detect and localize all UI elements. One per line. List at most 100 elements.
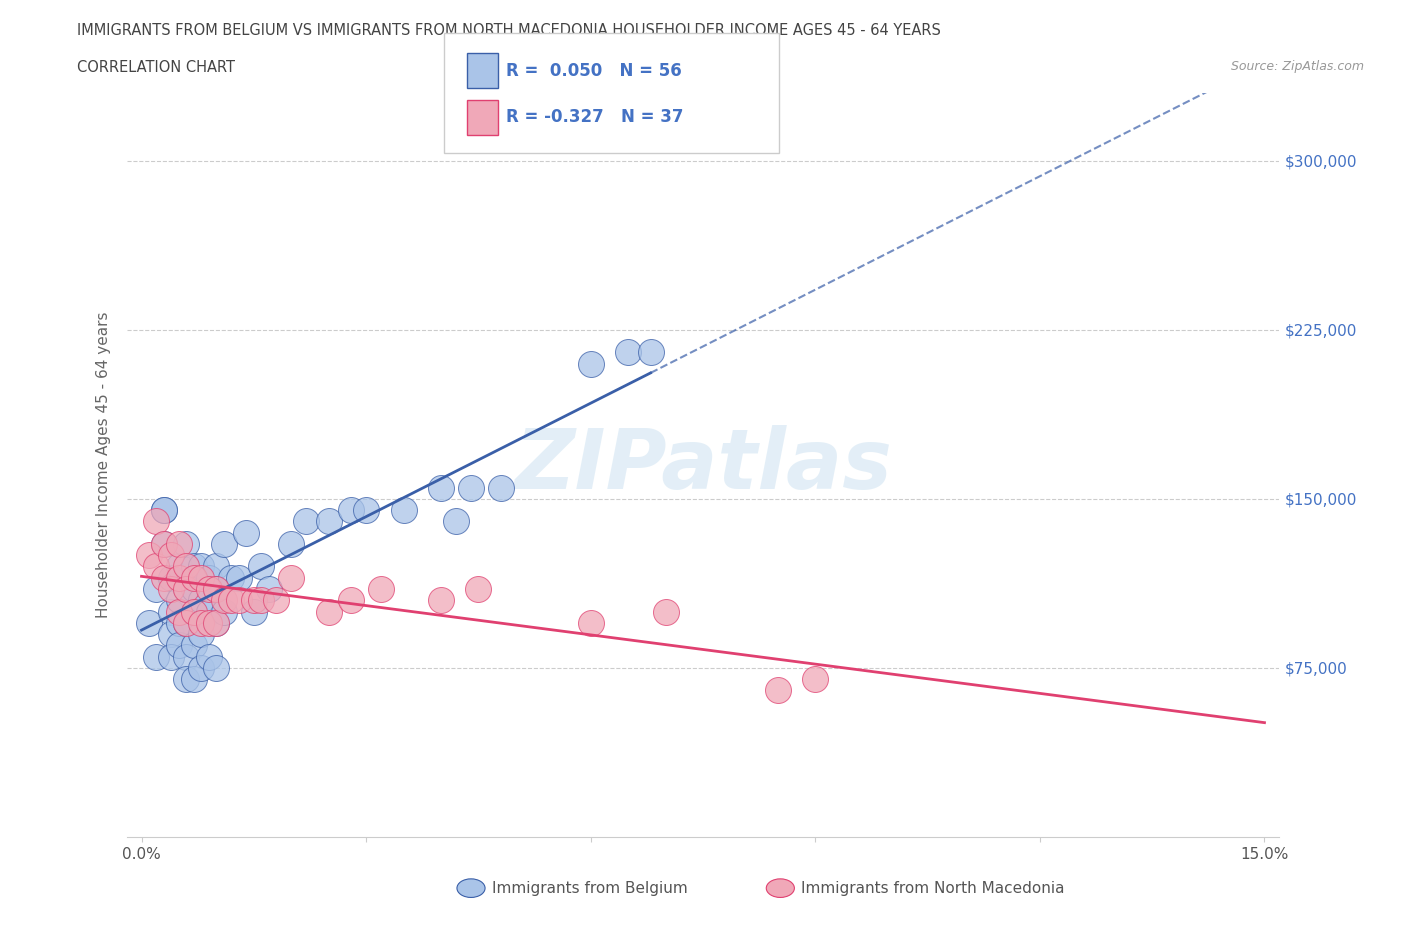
Point: [138, 616, 160, 631]
Point: [280, 570, 302, 585]
Point: [205, 581, 228, 596]
Point: [176, 581, 198, 596]
Point: [257, 581, 280, 596]
Point: [190, 592, 212, 607]
Point: [489, 480, 512, 495]
Point: [190, 616, 212, 631]
Point: [153, 537, 176, 551]
Point: [340, 502, 363, 517]
Point: [430, 592, 453, 607]
Text: Immigrants from North Macedonia: Immigrants from North Macedonia: [801, 881, 1064, 896]
Text: CORRELATION CHART: CORRELATION CHART: [77, 60, 235, 75]
Point: [160, 649, 183, 664]
Text: R = -0.327   N = 37: R = -0.327 N = 37: [506, 108, 683, 126]
Point: [318, 604, 340, 619]
Point: [176, 616, 198, 631]
Point: [221, 592, 243, 607]
Point: [295, 514, 318, 529]
Point: [212, 537, 235, 551]
Point: [198, 604, 221, 619]
Point: [153, 502, 176, 517]
Point: [183, 604, 205, 619]
Text: Source: ZipAtlas.com: Source: ZipAtlas.com: [1230, 60, 1364, 73]
Point: [190, 570, 212, 585]
Point: [153, 570, 176, 585]
Point: [243, 592, 266, 607]
Point: [430, 480, 453, 495]
Point: [160, 570, 183, 585]
Point: [250, 559, 273, 574]
Point: [145, 649, 167, 664]
Text: IMMIGRANTS FROM BELGIUM VS IMMIGRANTS FROM NORTH MACEDONIA HOUSEHOLDER INCOME AG: IMMIGRANTS FROM BELGIUM VS IMMIGRANTS FR…: [77, 23, 941, 38]
Point: [183, 638, 205, 653]
Point: [183, 570, 205, 585]
Point: [167, 537, 190, 551]
Point: [176, 537, 198, 551]
Point: [167, 592, 190, 607]
Point: [212, 592, 235, 607]
Point: [145, 514, 167, 529]
Point: [167, 604, 190, 619]
Point: [654, 604, 676, 619]
Point: [392, 502, 415, 517]
Point: [444, 514, 467, 529]
Point: [160, 581, 183, 596]
Point: [250, 592, 273, 607]
Point: [167, 616, 190, 631]
Point: [145, 559, 167, 574]
Point: [198, 570, 221, 585]
Point: [460, 480, 482, 495]
Point: [264, 592, 287, 607]
Point: [160, 548, 183, 563]
Text: Immigrants from Belgium: Immigrants from Belgium: [492, 881, 688, 896]
Point: [167, 559, 190, 574]
Point: [205, 559, 228, 574]
Point: [176, 616, 198, 631]
Point: [176, 559, 198, 574]
Point: [221, 570, 243, 585]
Point: [467, 581, 489, 596]
Point: [145, 581, 167, 596]
Point: [243, 604, 266, 619]
Point: [183, 581, 205, 596]
Point: [212, 604, 235, 619]
Point: [318, 514, 340, 529]
Point: [198, 581, 221, 596]
Point: [370, 581, 392, 596]
Point: [198, 616, 221, 631]
Point: [176, 649, 198, 664]
Point: [176, 581, 198, 596]
Point: [228, 592, 250, 607]
Point: [340, 592, 363, 607]
Point: [167, 570, 190, 585]
Point: [280, 537, 302, 551]
Text: ZIPatlas: ZIPatlas: [515, 424, 891, 506]
Point: [579, 616, 602, 631]
Point: [205, 660, 228, 675]
Point: [183, 604, 205, 619]
Point: [804, 671, 827, 686]
Point: [640, 345, 662, 360]
Point: [153, 502, 176, 517]
Point: [766, 683, 789, 698]
Point: [617, 345, 640, 360]
Text: R =  0.050   N = 56: R = 0.050 N = 56: [506, 61, 682, 80]
Point: [190, 660, 212, 675]
Point: [228, 570, 250, 585]
Point: [167, 638, 190, 653]
Point: [205, 616, 228, 631]
Point: [183, 671, 205, 686]
Point: [205, 616, 228, 631]
Point: [354, 502, 377, 517]
Point: [138, 548, 160, 563]
Point: [160, 627, 183, 642]
Y-axis label: Householder Income Ages 45 - 64 years: Householder Income Ages 45 - 64 years: [96, 312, 111, 618]
Point: [183, 559, 205, 574]
Point: [579, 356, 602, 371]
Point: [205, 581, 228, 596]
Point: [198, 649, 221, 664]
Point: [160, 604, 183, 619]
Point: [190, 627, 212, 642]
Point: [235, 525, 257, 540]
Point: [176, 671, 198, 686]
